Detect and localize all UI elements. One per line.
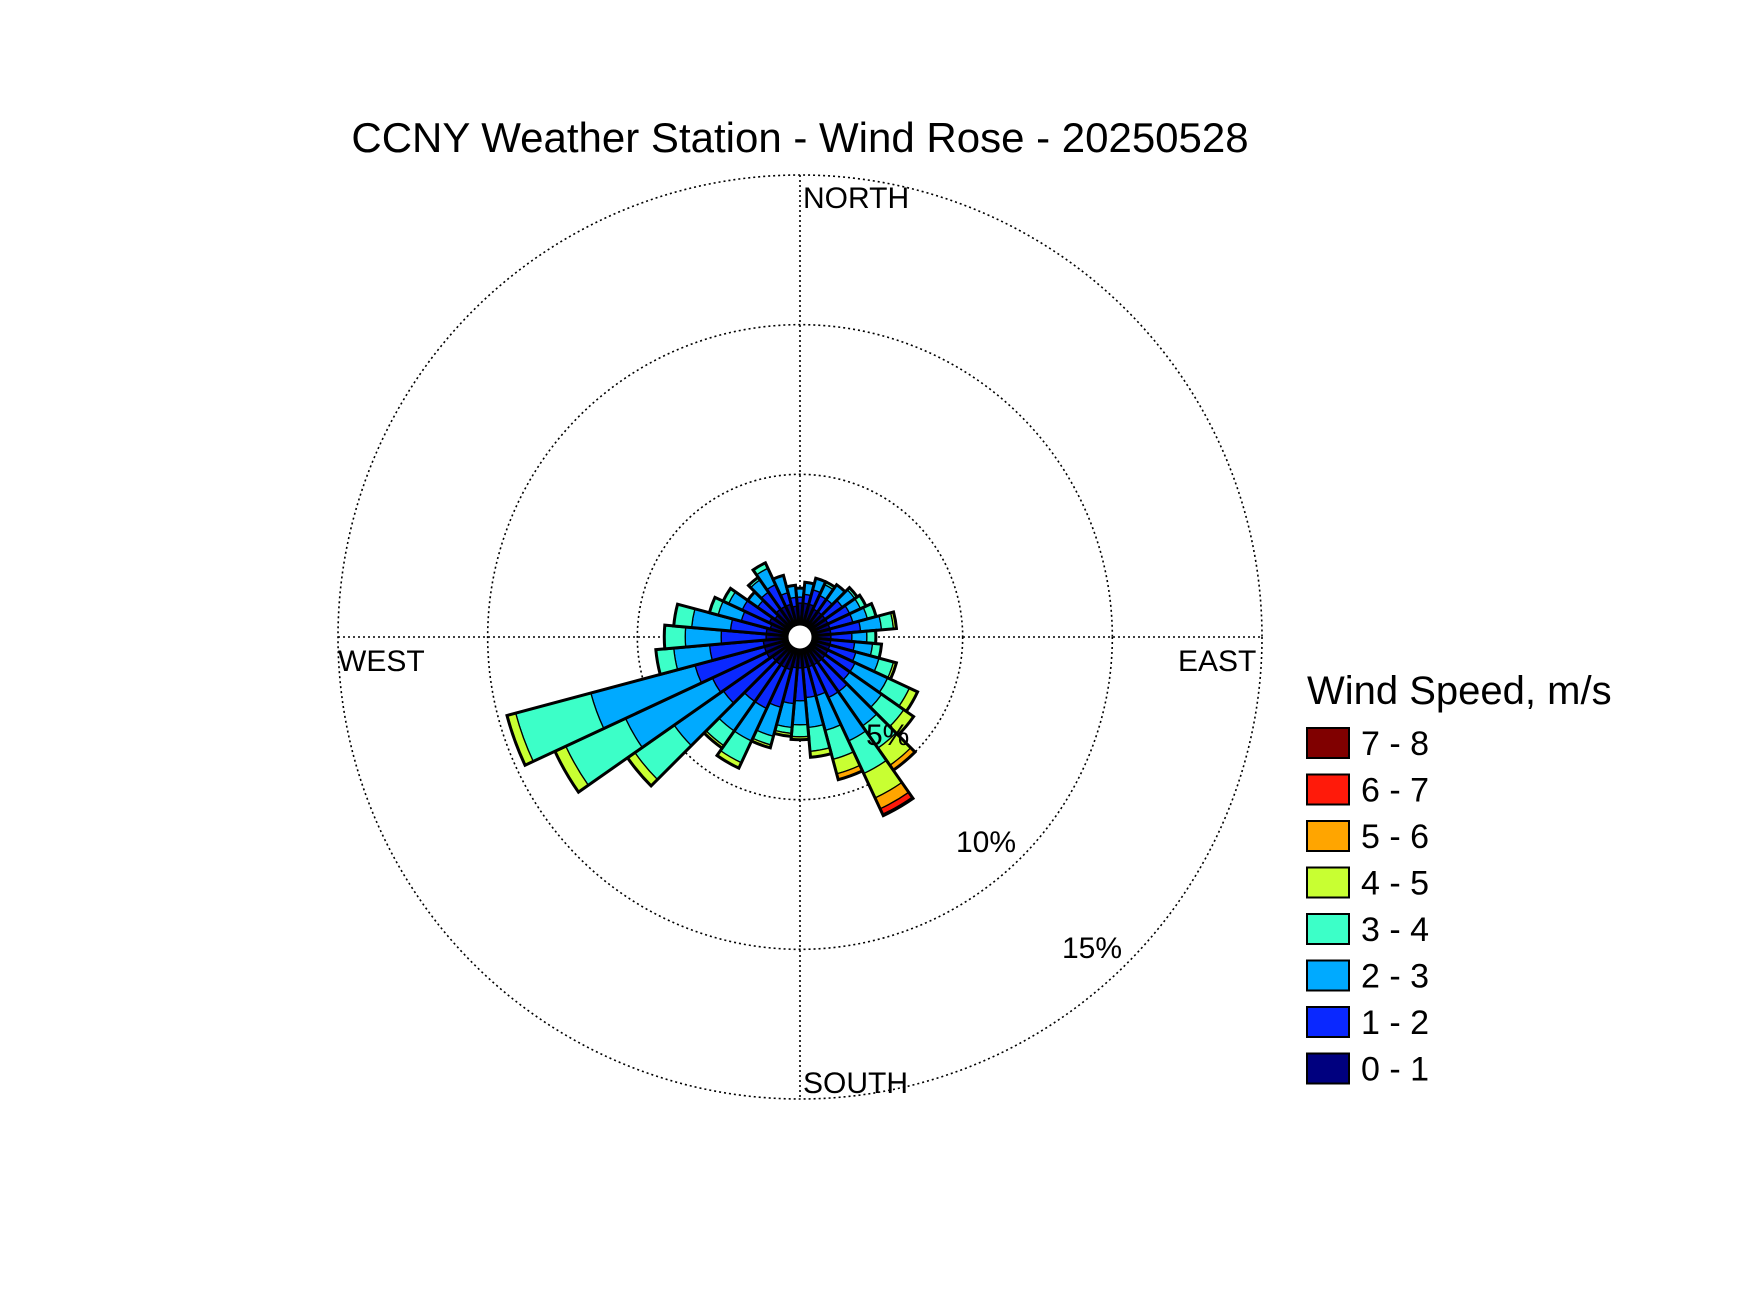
petal-segment-270deg-3-4 (663, 624, 687, 650)
ring-label-5: 5% (866, 719, 909, 752)
grid-ring-5 (636, 473, 964, 801)
petal-250deg (505, 638, 791, 768)
legend-label: 5 - 6 (1361, 818, 1429, 856)
wind-rose-petals (505, 560, 920, 818)
legend-label: 4 - 5 (1361, 865, 1429, 903)
legend-swatch (1306, 959, 1350, 992)
legend-label: 7 - 8 (1361, 725, 1429, 763)
legend-label: 6 - 7 (1361, 772, 1429, 810)
legend-label: 1 - 2 (1361, 1004, 1429, 1042)
chart-title: CCNY Weather Station - Wind Rose - 20250… (351, 114, 1248, 161)
direction-label-south: SOUTH (803, 1067, 908, 1100)
petal-210deg (714, 645, 797, 771)
ring-label-10: 10% (956, 826, 1016, 859)
legend-swatch (1306, 773, 1350, 806)
legend-swatch (1306, 727, 1350, 759)
legend-swatch (1306, 913, 1350, 945)
direction-label-east: EAST (1178, 645, 1256, 678)
legend-label: 0 - 1 (1361, 1051, 1429, 1089)
center-hole (785, 622, 815, 652)
legend-title: Wind Speed, m/s (1307, 669, 1612, 713)
petal-190deg (772, 647, 801, 739)
legend: Wind Speed, m/s 7 - 8 6 - 7 5 - 6 4 - 5 3 - … (1306, 669, 1612, 1089)
legend-swatch (1306, 866, 1350, 899)
direction-label-west: WEST (338, 645, 425, 678)
legend-label: 2 - 3 (1361, 958, 1429, 996)
ring-label-15: 15% (1062, 932, 1122, 965)
grid-ring-10 (486, 323, 1114, 951)
axis-labels: NORTH SOUTH WEST EAST 5% 10% 15% (338, 182, 1256, 1100)
petal-150deg (803, 645, 916, 818)
legend-label: 3 - 4 (1361, 911, 1429, 949)
legend-swatch (1306, 1006, 1350, 1038)
petal-segment-180deg-3-4 (790, 723, 810, 738)
legend-swatch (1306, 820, 1350, 852)
legend-swatch (1306, 1052, 1350, 1085)
direction-label-north: NORTH (803, 182, 909, 215)
